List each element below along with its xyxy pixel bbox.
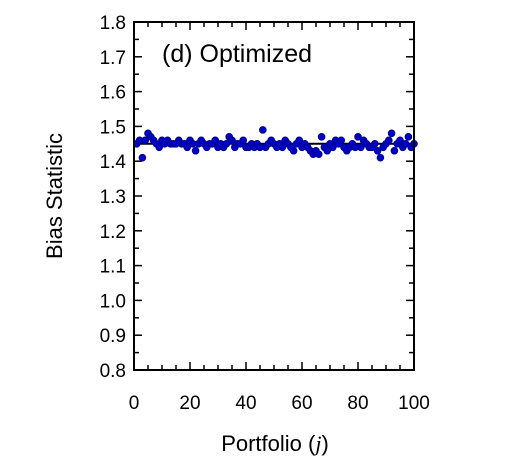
data-point [211,136,220,145]
data-point [258,126,267,134]
data-point [390,146,399,155]
data-point [328,143,337,152]
data-point [191,146,200,155]
x-axis-label: Portfolio [221,431,302,456]
x-tick-label: 40 [235,393,256,414]
data-point [376,153,385,162]
plot-frame [133,21,415,371]
data-point [155,143,164,152]
data-point [228,136,236,145]
data-point [295,136,304,145]
data-point [373,146,382,155]
y-tick-label: 1.7 [100,48,126,69]
data-point [370,140,379,148]
y-tick-label: 0.8 [100,361,126,382]
data-point [138,153,147,162]
axis-tick-labels: 0.8 0.9 1.0 1.1 1.2 1.3 1.4 1.5 1.6 1.7 1.8 0 20 40 60… [100,13,430,414]
data-point [356,143,365,152]
data-point [222,140,231,148]
data-point [317,133,326,141]
x-tick-label: 20 [179,393,200,414]
y-tick-label: 1.0 [100,291,126,312]
x-tick-label: 60 [291,393,312,414]
y-tick-label: 1.2 [100,222,126,243]
x-tick-label: 100 [398,393,430,414]
y-tick-label: 1.3 [100,187,126,208]
y-tick-label: 1.4 [100,152,127,173]
data-point [337,136,346,145]
x-tick-label: 0 [129,393,140,414]
x-axis-paren-open: ( [302,431,316,456]
data-point [354,133,362,141]
data-points [133,126,418,162]
y-tick-label: 1.6 [100,83,126,104]
x-tick-label: 80 [347,393,368,414]
y-tick-label: 1.5 [100,117,126,138]
data-point [396,136,404,145]
x-axis-variable: j [312,431,321,456]
y-tick-label: 0.9 [100,326,126,347]
data-point [141,136,150,145]
x-axis-title: Portfolio (j) [221,431,329,456]
data-point [278,143,287,152]
y-tick-label: 1.1 [100,257,126,278]
data-point [401,140,410,148]
x-axis-paren-close: ) [321,431,328,456]
data-point [404,133,413,141]
data-point [387,129,396,138]
data-point [183,143,192,152]
y-axis-title: Bias Statistic [42,133,67,259]
data-point [384,136,393,145]
panel-title: (d) Optimized [162,40,312,68]
data-point [314,150,323,159]
data-point [289,146,298,155]
data-point [239,136,248,145]
y-tick-label: 1.8 [100,13,126,34]
data-point [323,146,332,155]
